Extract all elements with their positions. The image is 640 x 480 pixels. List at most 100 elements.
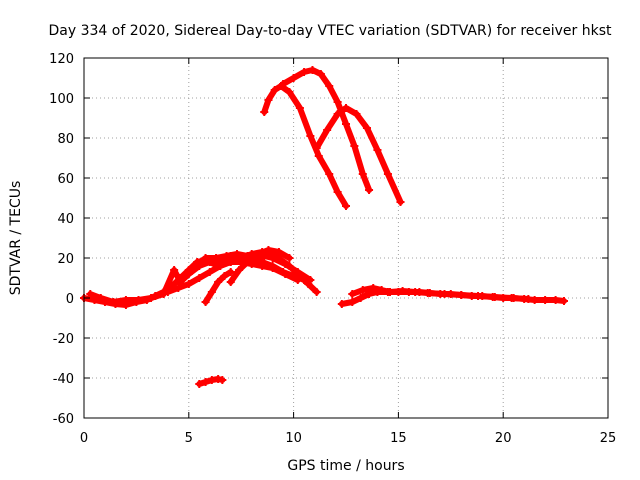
data-point	[279, 80, 288, 88]
data-point	[281, 260, 290, 268]
data-point	[121, 296, 130, 304]
data-point	[147, 294, 156, 302]
y-tick-label: 120	[49, 52, 74, 67]
data-point	[474, 292, 483, 300]
data-point	[308, 66, 317, 74]
data-point	[306, 132, 315, 140]
data-point	[201, 298, 210, 306]
data-point	[214, 278, 223, 286]
y-axis-title: SDTVAR / TECUs	[8, 181, 24, 296]
data-point	[235, 266, 244, 274]
y-tick-label: 60	[57, 172, 74, 187]
data-point	[233, 250, 242, 258]
data-point	[457, 291, 466, 299]
data-point	[386, 288, 395, 296]
x-tick-label: 25	[600, 431, 617, 446]
data-point	[258, 262, 267, 270]
data-point	[325, 170, 334, 178]
plot-area	[80, 66, 568, 388]
data-point	[312, 288, 321, 296]
data-point	[201, 254, 210, 262]
data-point	[220, 272, 229, 280]
data-point	[281, 270, 290, 278]
data-point	[264, 246, 273, 254]
data-point	[507, 294, 516, 302]
data-point	[440, 290, 449, 298]
data-point	[268, 264, 277, 272]
data-point	[348, 290, 357, 298]
data-point	[285, 88, 294, 96]
data-point	[293, 268, 302, 276]
data-point	[184, 270, 193, 278]
data-point	[295, 104, 304, 112]
data-point	[323, 126, 332, 134]
data-point	[195, 380, 204, 388]
data-point	[243, 258, 252, 266]
data-point	[264, 96, 273, 104]
chart-title: Day 334 of 2020, Sidereal Day-to-day VTE…	[49, 23, 612, 39]
y-tick-label: 80	[57, 132, 74, 147]
y-tick-label: -60	[53, 412, 74, 427]
data-point	[184, 280, 193, 288]
data-point	[109, 298, 118, 306]
data-point	[222, 252, 231, 260]
data-point	[174, 284, 183, 292]
data-point	[285, 254, 294, 262]
data-point	[134, 296, 143, 304]
data-point	[270, 86, 279, 94]
data-point	[541, 296, 550, 304]
data-point	[551, 296, 560, 304]
data-point	[260, 108, 269, 116]
data-point	[350, 142, 359, 150]
data-point	[490, 293, 499, 301]
data-point	[362, 124, 371, 132]
data-point	[170, 266, 179, 274]
data-point	[356, 294, 365, 302]
data-point	[365, 186, 374, 194]
data-point	[268, 254, 277, 262]
x-axis-title: GPS time / hours	[287, 458, 404, 474]
data-point	[423, 289, 432, 297]
data-point	[358, 286, 367, 294]
data-point	[325, 82, 334, 90]
data-point	[559, 297, 568, 305]
data-point	[383, 170, 392, 178]
data-point	[226, 268, 235, 276]
series-arc-1	[261, 83, 349, 209]
x-tick-label: 20	[495, 431, 512, 446]
x-tick-label: 5	[185, 431, 193, 446]
data-point	[342, 202, 350, 210]
data-point	[342, 120, 350, 128]
data-point	[306, 276, 315, 284]
y-tick-label: -40	[53, 372, 74, 387]
data-point	[348, 298, 357, 306]
data-point	[251, 254, 260, 262]
y-tick-label: 20	[57, 252, 74, 267]
data-point	[163, 288, 172, 296]
data-point	[411, 288, 420, 296]
data-point	[377, 286, 386, 294]
data-point	[398, 287, 407, 295]
data-point	[314, 152, 323, 160]
data-point	[333, 188, 342, 196]
data-point	[212, 254, 221, 262]
data-point	[312, 144, 321, 152]
data-point	[96, 294, 105, 302]
data-point	[369, 284, 378, 292]
data-point	[195, 274, 204, 282]
series-low-4	[192, 247, 293, 269]
data-point	[226, 278, 235, 286]
y-tick-label: 100	[49, 92, 74, 107]
data-point	[289, 74, 298, 82]
x-tick-label: 0	[80, 431, 88, 446]
data-point	[316, 70, 325, 78]
x-tick-label: 10	[285, 431, 302, 446]
data-point	[342, 104, 350, 112]
x-tick-label: 15	[390, 431, 407, 446]
data-point	[191, 262, 200, 270]
plot-frame	[83, 57, 609, 419]
data-point	[218, 376, 227, 384]
data-point	[293, 276, 302, 284]
data-point	[352, 110, 361, 118]
